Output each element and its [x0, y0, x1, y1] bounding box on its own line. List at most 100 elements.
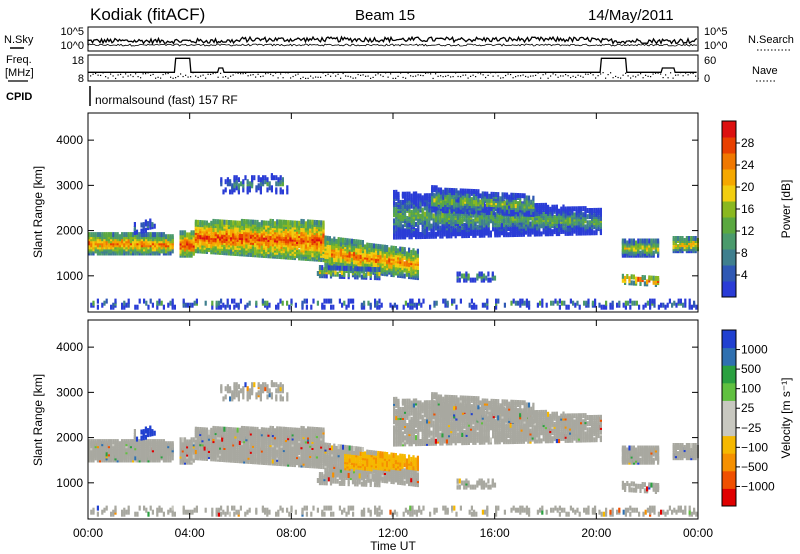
- power-cell: [662, 302, 665, 308]
- power-cell: [605, 300, 608, 306]
- power-cell: [316, 271, 319, 276]
- nave-point: [260, 75, 262, 78]
- power-cell: [349, 266, 352, 272]
- power-cell: [311, 252, 314, 258]
- power-cell: [578, 304, 581, 310]
- power-cell: [463, 273, 466, 279]
- power-cell: [147, 232, 150, 238]
- power-cell: [403, 247, 406, 253]
- power-cell: [153, 223, 156, 229]
- power-cell: [144, 219, 147, 225]
- nave-point: [460, 76, 462, 78]
- power-cell: [340, 265, 344, 271]
- freq-line: [88, 57, 697, 73]
- power-cell: [290, 298, 293, 304]
- power-cell: [428, 193, 431, 199]
- nave-point: [447, 74, 449, 77]
- nave-point: [502, 77, 504, 79]
- nave-point: [437, 75, 439, 77]
- power-cell: [690, 304, 693, 310]
- power-cell: [140, 222, 143, 228]
- power-cell: [558, 208, 561, 214]
- power-cell: [372, 243, 375, 249]
- power-cell: [555, 204, 558, 210]
- power-cell: [225, 219, 228, 225]
- power-cell: [257, 175, 260, 181]
- nave-point: [167, 72, 169, 75]
- power-cell: [151, 232, 154, 238]
- power-cell: [464, 206, 467, 212]
- nave-point: [687, 74, 689, 76]
- power-cell: [499, 196, 502, 202]
- nave-point: [330, 75, 332, 77]
- power-cell: [451, 298, 454, 304]
- nave-point: [180, 73, 182, 75]
- power-cell: [300, 218, 303, 224]
- power-cell: [433, 193, 436, 199]
- power-cell: [354, 266, 357, 272]
- nave-point: [182, 75, 184, 78]
- freq-panel-frame: [87, 54, 699, 82]
- power-cell: [616, 302, 619, 308]
- power-cell: [527, 195, 531, 201]
- freq-label: Freq.: [6, 54, 32, 66]
- power-cell: [516, 193, 520, 198]
- power-cell: [158, 232, 161, 238]
- velocity-cell: [96, 439, 99, 445]
- power-cell: [652, 250, 655, 256]
- power-cell: [536, 203, 539, 208]
- power-cell: [630, 280, 633, 286]
- power-cell: [654, 275, 657, 281]
- nave-point: [562, 75, 564, 77]
- power-cell: [318, 265, 322, 270]
- power-cell: [247, 219, 250, 225]
- nave-point: [147, 72, 149, 74]
- power-cell: [169, 250, 172, 256]
- power-cell: [397, 191, 400, 197]
- velocity-cell: [123, 439, 126, 445]
- power-cell: [552, 300, 555, 306]
- nave-point: [155, 77, 157, 79]
- power-cell: [249, 219, 252, 225]
- power-cell: [412, 191, 415, 197]
- power-cell: [96, 304, 99, 310]
- power-cell: [360, 266, 363, 272]
- power-cell: [270, 185, 273, 191]
- power-cell: [472, 218, 475, 224]
- power-cell: [633, 300, 636, 306]
- nave-point: [640, 73, 642, 75]
- power-cell: [455, 188, 458, 194]
- power-cell: [401, 224, 404, 230]
- power-cell: [374, 298, 377, 304]
- nave-point: [425, 72, 427, 74]
- power-cell: [611, 300, 614, 306]
- power-cell: [179, 230, 182, 236]
- power-cell: [470, 197, 473, 203]
- power-cell: [431, 185, 434, 191]
- power-cell: [682, 302, 685, 308]
- power-cell: [627, 300, 630, 306]
- nave-point: [507, 73, 509, 75]
- power-cell: [273, 221, 277, 227]
- power-cell: [499, 208, 502, 214]
- power-cell: [629, 304, 632, 310]
- nave-point: [477, 72, 479, 74]
- power-cell: [266, 300, 269, 306]
- power-cell: [558, 304, 561, 310]
- nave-point: [605, 77, 607, 79]
- power-cell: [154, 232, 157, 238]
- power-cell: [688, 298, 691, 304]
- power-cell: [419, 193, 422, 199]
- power-cell: [338, 298, 341, 304]
- nave-point: [305, 77, 307, 80]
- power-cell: [405, 251, 408, 257]
- power-cell: [469, 277, 472, 283]
- power-cell: [550, 300, 553, 306]
- power-cell: [514, 192, 517, 198]
- power-cell: [233, 175, 236, 181]
- power-cell: [221, 219, 224, 225]
- power-colorbar-swatch: [722, 265, 736, 282]
- power-cell: [497, 192, 500, 198]
- nave-point: [300, 77, 302, 80]
- nave-point: [435, 73, 437, 75]
